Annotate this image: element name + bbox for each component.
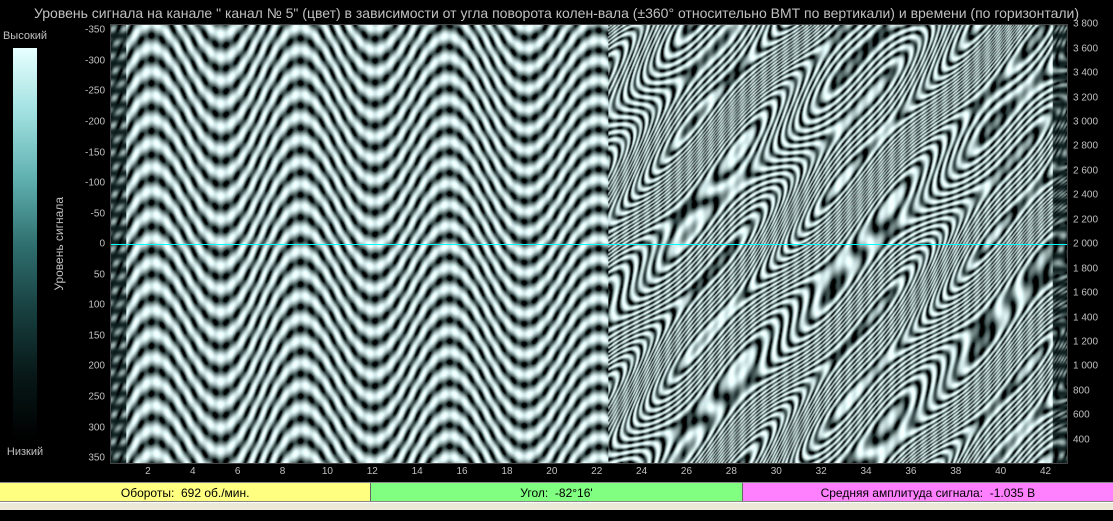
y-axis-right: 3 8003 6003 4003 2003 0002 8002 6002 400… [1068,24,1113,464]
status-rpm-label: Обороты: [121,486,174,500]
status-angle-label: Угол: [520,486,548,500]
status-amplitude: Средняя амплитуда сигнала: -1.035 В [743,483,1113,501]
y-axis-left: -350-300-250-200-150-100-500501001502002… [68,24,110,464]
status-rpm-value: 692 об./мин. [181,486,249,500]
status-amp-value: -1.035 В [990,486,1035,500]
colorbar-gradient [13,48,37,440]
colorbar-axis-label: Уровень сигнала [50,197,68,291]
colorbar-high-label: Высокий [3,30,47,42]
colorbar-section: Высокий Низкий [0,24,50,464]
main-area: Высокий Низкий Уровень сигнала -350-300-… [0,24,1113,464]
status-amp-label: Средняя амплитуда сигнала: [821,486,983,500]
colorbar-low-label: Низкий [7,446,43,458]
status-angle-value: -82°16' [555,486,593,500]
status-bar: Обороты: 692 об./мин. Угол: -82°16' Сред… [0,482,1113,502]
x-axis: 24681012141618202224262830323436384042 [103,464,1068,482]
status-rpm: Обороты: 692 об./мин. [0,483,371,501]
zero-line [111,244,1067,245]
status-angle: Угол: -82°16' [371,483,742,501]
plot-area[interactable] [110,24,1068,464]
chart-title: Уровень сигнала на канале " канал № 5" (… [0,0,1113,24]
bottom-strip [0,502,1113,510]
